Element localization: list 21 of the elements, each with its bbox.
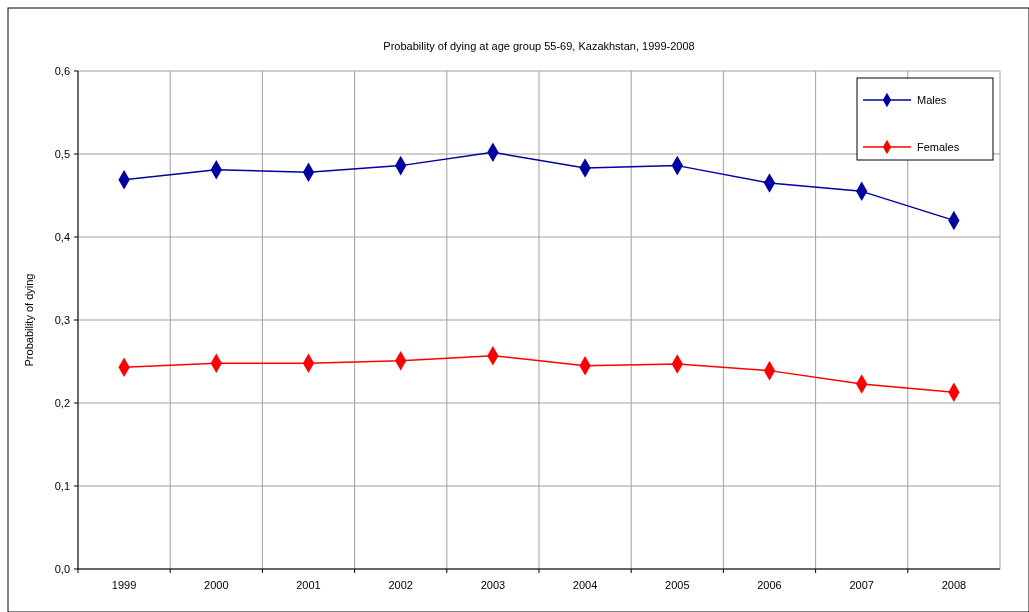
y-tick-label: 0,0 bbox=[54, 562, 70, 575]
x-tick-label: 2003 bbox=[480, 579, 506, 591]
chart-title: Probability of dying at age group 55-69, Kazakhstan, 1999-2008 bbox=[383, 40, 695, 52]
y-tick-label: 0,5 bbox=[54, 147, 70, 160]
y-tick-label: 0,1 bbox=[54, 479, 70, 492]
x-tick-label: 2006 bbox=[757, 579, 782, 591]
x-tick-label: 2005 bbox=[665, 579, 690, 591]
x-tick-label: 1999 bbox=[111, 579, 137, 591]
x-tick-label: 2007 bbox=[849, 579, 874, 591]
x-tick-label: 2001 bbox=[296, 579, 321, 591]
y-tick-label: 0,4 bbox=[54, 230, 70, 243]
legend-label: Males bbox=[917, 93, 947, 106]
y-axis-title: Probability of dying bbox=[23, 273, 35, 367]
x-tick-label: 2000 bbox=[204, 579, 229, 591]
x-tick-label: 2002 bbox=[388, 579, 413, 591]
y-tick-label: 0,2 bbox=[54, 396, 70, 409]
y-tick-label: 0,6 bbox=[54, 64, 70, 77]
legend-label: Females bbox=[917, 140, 960, 153]
x-tick-label: 2008 bbox=[941, 579, 967, 591]
x-tick-label: 2004 bbox=[572, 579, 598, 591]
y-tick-label: 0,3 bbox=[54, 313, 70, 326]
